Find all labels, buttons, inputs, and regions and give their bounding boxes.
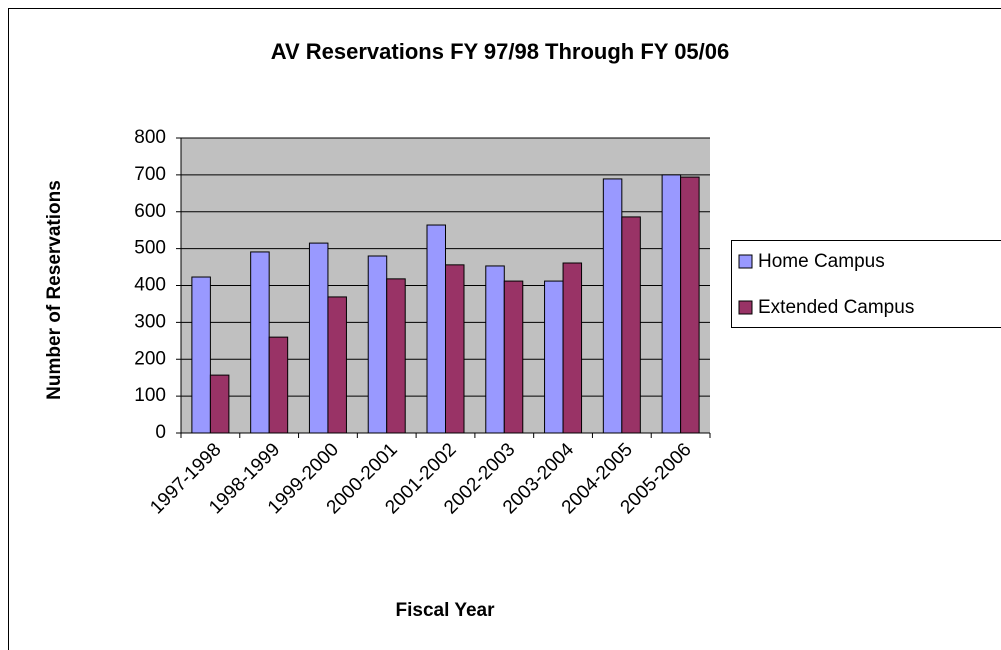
bar (661, 174, 682, 434)
y-tick-label: 700 (134, 164, 166, 185)
bar (602, 178, 623, 434)
bar (367, 255, 388, 434)
bar (327, 296, 347, 434)
y-tick-label: 0 (155, 422, 166, 443)
legend-label: Extended Campus (758, 297, 914, 318)
bar (680, 176, 700, 434)
legend-swatch (738, 300, 753, 315)
bar (562, 262, 583, 434)
y-tick-label: 100 (134, 385, 166, 406)
y-tick-label: 300 (134, 311, 166, 332)
y-tick-label: 200 (134, 348, 166, 369)
bar (250, 251, 270, 434)
bar (485, 265, 505, 434)
bar (191, 276, 211, 434)
bar (268, 336, 289, 434)
bar (503, 280, 524, 434)
x-axis-label: Fiscal Year (396, 600, 496, 621)
bar (386, 278, 406, 434)
bar (209, 374, 230, 434)
legend (731, 240, 1001, 328)
y-tick-label: 600 (134, 201, 166, 222)
bar (445, 264, 465, 434)
legend-swatch (738, 254, 753, 269)
y-tick-label: 800 (134, 127, 166, 148)
y-axis-label: Number of Reservations (44, 180, 65, 400)
bar (426, 224, 446, 434)
legend-label: Home Campus (758, 251, 885, 272)
bar (544, 280, 564, 434)
bar (621, 216, 641, 434)
bar (308, 242, 329, 434)
chart-title: AV Reservations FY 97/98 Through FY 05/0… (271, 39, 730, 64)
y-tick-label: 500 (134, 238, 166, 259)
y-tick-label: 400 (134, 275, 166, 296)
